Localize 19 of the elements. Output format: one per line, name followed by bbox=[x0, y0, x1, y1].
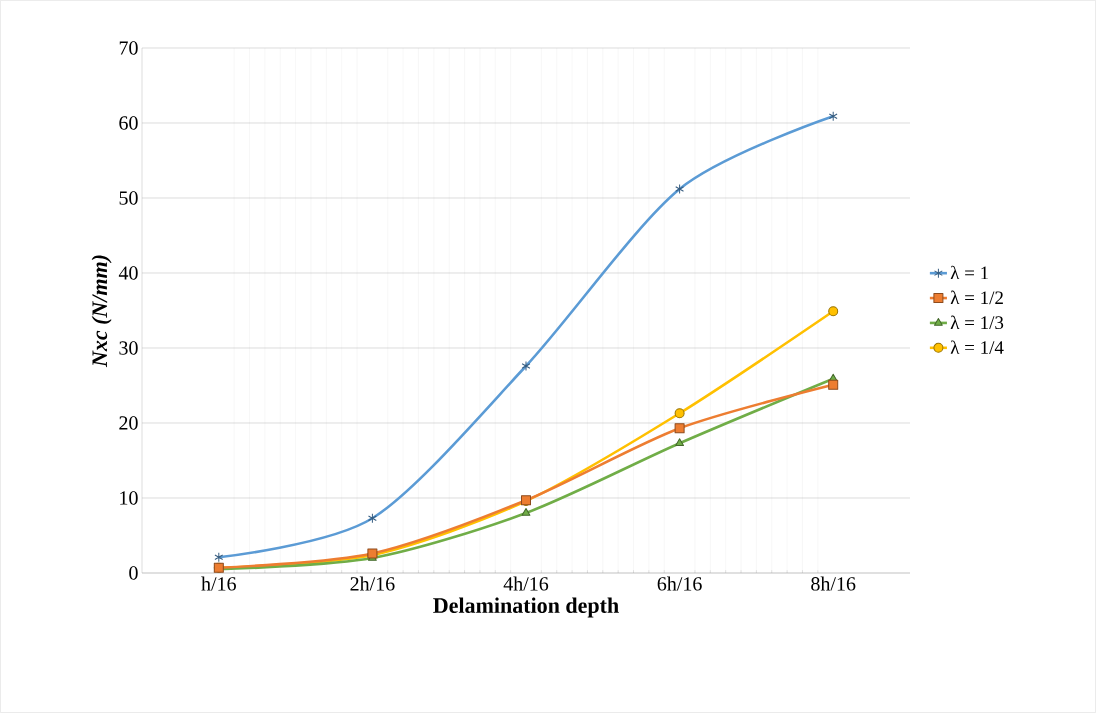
legend-label: λ = 1/2 bbox=[950, 290, 1003, 305]
y-tick-label: 20 bbox=[119, 416, 138, 430]
y-axis-title: Nxc (N/mm) bbox=[91, 255, 112, 368]
y-tick-label: 0 bbox=[129, 566, 138, 580]
legend-label: λ = 1/3 bbox=[950, 315, 1004, 330]
legend-label: λ = 1 bbox=[950, 265, 989, 280]
x-tick-label: h/16 bbox=[201, 576, 236, 591]
x-tick-label: 4h/16 bbox=[503, 576, 549, 591]
x-tick-label: 2h/16 bbox=[350, 576, 395, 591]
y-tick-label: 60 bbox=[119, 116, 138, 130]
y-tick-label: 50 bbox=[119, 191, 138, 205]
x-tick-label: 6h/16 bbox=[657, 576, 702, 591]
x-axis-title: Delamination depth bbox=[433, 597, 619, 618]
y-tick-label: 30 bbox=[119, 341, 138, 355]
y-tick-label: 40 bbox=[118, 266, 138, 280]
y-tick-label: 70 bbox=[119, 41, 138, 55]
legend-label: λ = 1/4 bbox=[950, 340, 1004, 354]
x-tick-label: 8h/16 bbox=[811, 576, 856, 591]
y-tick-label: 10 bbox=[120, 491, 138, 505]
